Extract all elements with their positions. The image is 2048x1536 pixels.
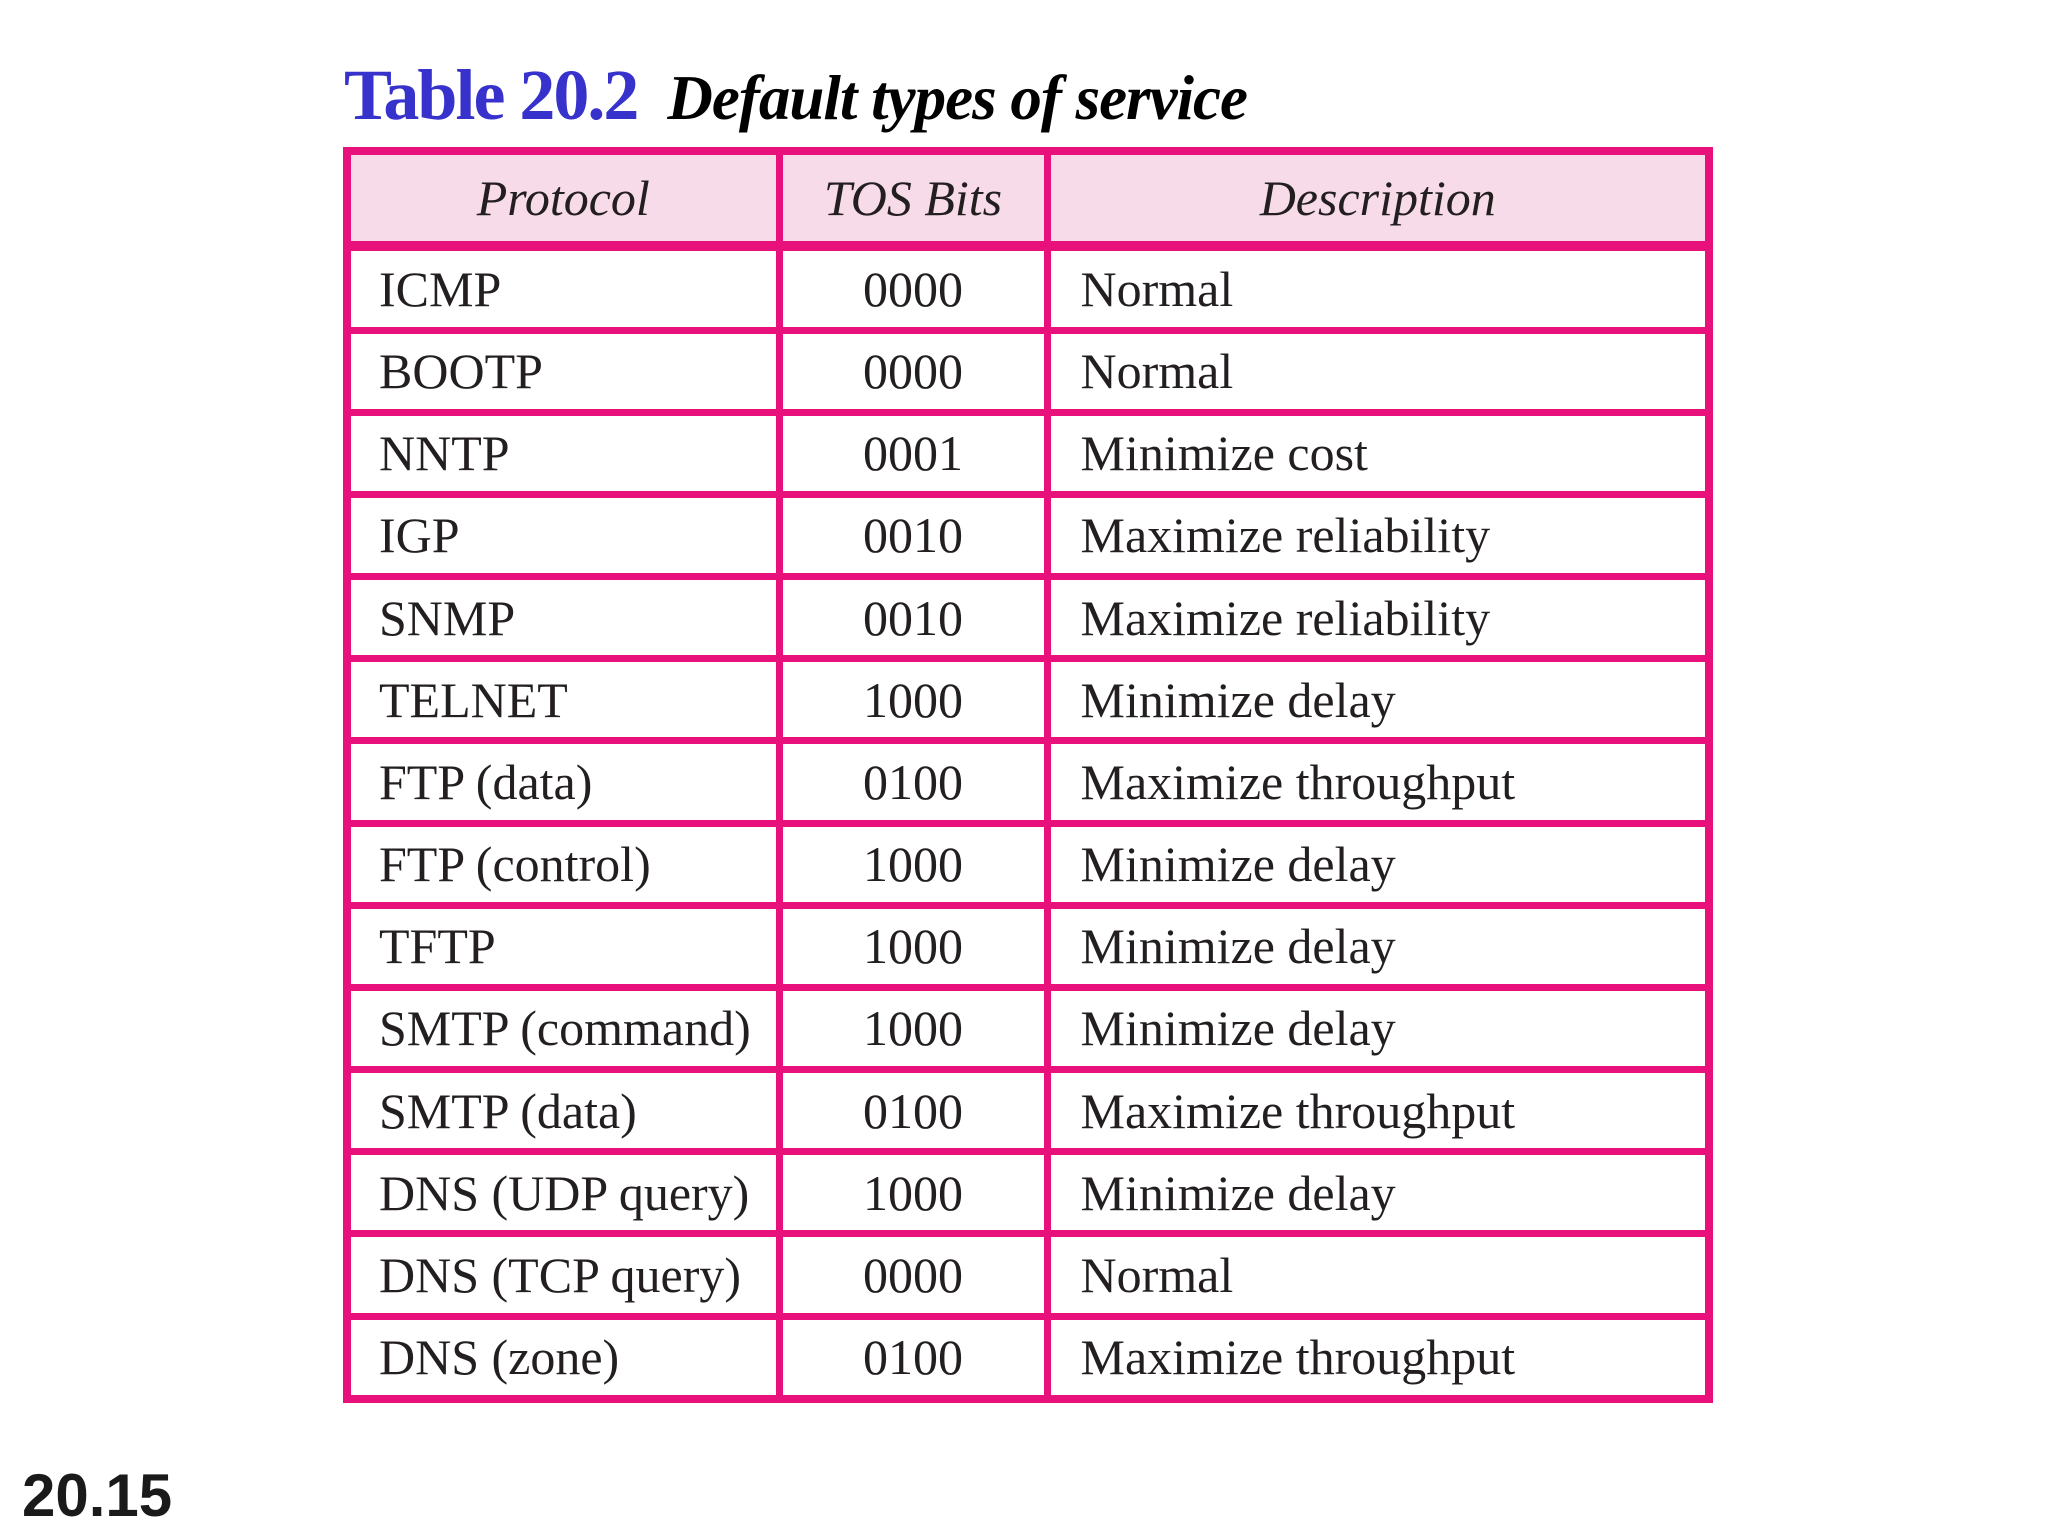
slide-title: Table 20.2 Default types of service	[344, 55, 1248, 135]
description-cell: Minimize delay	[1043, 983, 1713, 1074]
table-row: SNMP 0010 Maximize reliability	[343, 573, 1713, 663]
protocol-cell: NNTP	[343, 408, 783, 498]
protocol-cell: SMTP (command)	[343, 983, 783, 1074]
description-cell: Minimize delay	[1043, 1148, 1713, 1238]
table-header: Protocol TOS Bits Description	[343, 147, 1713, 251]
description-cell: Minimize delay	[1043, 655, 1713, 745]
protocol-cell: SMTP (data)	[343, 1066, 783, 1156]
tos-cell: 0010	[775, 573, 1051, 663]
table-row: SMTP (command) 1000 Minimize delay	[343, 983, 1713, 1074]
column-header-tos-bits: TOS Bits	[775, 147, 1051, 251]
tos-cell: 0100	[775, 737, 1051, 827]
table-number-label: Table 20.2	[344, 55, 639, 135]
description-cell: Minimize delay	[1043, 819, 1713, 909]
table-row: BOOTP 0000 Normal	[343, 326, 1713, 416]
tos-table: Protocol TOS Bits Description ICMP 0000 No…	[343, 147, 1713, 1403]
table-row: ICMP 0000 Normal	[343, 242, 1713, 334]
tos-cell: 1000	[775, 655, 1051, 745]
protocol-cell: BOOTP	[343, 326, 783, 416]
table-row: DNS (TCP query) 0000 Normal	[343, 1230, 1713, 1320]
description-cell: Normal	[1043, 1230, 1713, 1320]
description-cell: Maximize reliability	[1043, 573, 1713, 663]
description-cell: Minimize cost	[1043, 408, 1713, 498]
description-cell: Maximize throughput	[1043, 737, 1713, 827]
tos-cell: 0001	[775, 408, 1051, 498]
table-row: TELNET 1000 Minimize delay	[343, 655, 1713, 745]
tos-cell: 1000	[775, 983, 1051, 1074]
tos-cell: 0000	[775, 1230, 1051, 1320]
protocol-cell: SNMP	[343, 573, 783, 663]
table-row: DNS (zone) 0100 Maximize throughput	[343, 1312, 1713, 1403]
tos-cell: 0000	[775, 242, 1051, 334]
table-row: DNS (UDP query) 1000 Minimize delay	[343, 1148, 1713, 1238]
table-row: FTP (data) 0100 Maximize throughput	[343, 737, 1713, 827]
protocol-cell: FTP (control)	[343, 819, 783, 909]
page-number: 20.15	[22, 1462, 173, 1529]
tos-cell: 0100	[775, 1066, 1051, 1156]
table-row: FTP (control) 1000 Minimize delay	[343, 819, 1713, 909]
protocol-cell: DNS (UDP query)	[343, 1148, 783, 1238]
protocol-cell: FTP (data)	[343, 737, 783, 827]
table-row: TFTP 1000 Minimize delay	[343, 901, 1713, 991]
protocol-cell: ICMP	[343, 242, 783, 334]
protocol-cell: TELNET	[343, 655, 783, 745]
tos-cell: 1000	[775, 901, 1051, 991]
tos-cell: 1000	[775, 819, 1051, 909]
protocol-cell: DNS (TCP query)	[343, 1230, 783, 1320]
description-cell: Normal	[1043, 242, 1713, 334]
table-row: NNTP 0001 Minimize cost	[343, 408, 1713, 498]
tos-cell: 0010	[775, 490, 1051, 581]
protocol-cell: TFTP	[343, 901, 783, 991]
table-body: ICMP 0000 Normal BOOTP 0000 Normal NNTP 0001 Min…	[343, 242, 1713, 1403]
tos-cell: 0100	[775, 1312, 1051, 1403]
protocol-cell: IGP	[343, 490, 783, 581]
table-subtitle-label: Default types of service	[667, 63, 1248, 133]
description-cell: Maximize reliability	[1043, 490, 1713, 581]
tos-cell: 1000	[775, 1148, 1051, 1238]
column-header-description: Description	[1043, 147, 1713, 251]
tos-cell: 0000	[775, 326, 1051, 416]
column-header-protocol: Protocol	[343, 147, 783, 251]
description-cell: Maximize throughput	[1043, 1312, 1713, 1403]
protocol-cell: DNS (zone)	[343, 1312, 783, 1403]
description-cell: Minimize delay	[1043, 901, 1713, 991]
description-cell: Normal	[1043, 326, 1713, 416]
description-cell: Maximize throughput	[1043, 1066, 1713, 1156]
table-header-row: Protocol TOS Bits Description	[343, 147, 1713, 251]
table-row: SMTP (data) 0100 Maximize throughput	[343, 1066, 1713, 1156]
table-row: IGP 0010 Maximize reliability	[343, 490, 1713, 581]
